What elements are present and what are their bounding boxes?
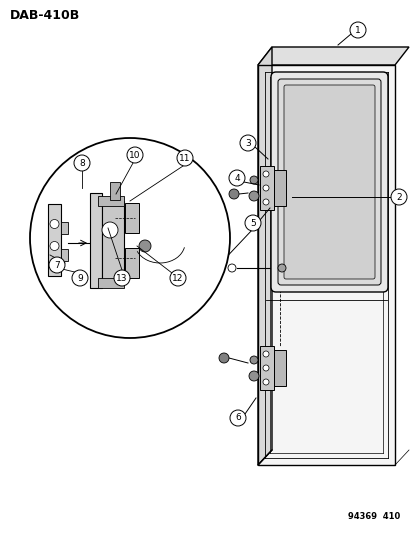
- Circle shape: [139, 240, 151, 252]
- Circle shape: [72, 270, 88, 286]
- Circle shape: [262, 365, 268, 371]
- Polygon shape: [257, 47, 271, 465]
- Polygon shape: [257, 47, 408, 65]
- Bar: [110, 182, 120, 200]
- Circle shape: [349, 22, 365, 38]
- FancyBboxPatch shape: [283, 85, 374, 279]
- Circle shape: [240, 135, 255, 151]
- Bar: [98, 278, 124, 288]
- Bar: [90, 193, 102, 288]
- Circle shape: [262, 199, 268, 205]
- Bar: [259, 166, 273, 210]
- Circle shape: [50, 220, 59, 229]
- Circle shape: [248, 191, 259, 201]
- Circle shape: [277, 264, 285, 272]
- Text: 9: 9: [77, 273, 83, 282]
- Circle shape: [249, 356, 257, 364]
- Circle shape: [50, 262, 59, 271]
- Circle shape: [262, 379, 268, 385]
- Bar: [61, 249, 68, 261]
- Circle shape: [228, 189, 238, 199]
- Bar: [125, 248, 139, 278]
- Circle shape: [228, 264, 235, 272]
- Circle shape: [262, 351, 268, 357]
- Circle shape: [390, 189, 406, 205]
- Circle shape: [177, 150, 192, 166]
- Text: 10: 10: [129, 150, 140, 159]
- Text: 2: 2: [395, 192, 401, 201]
- Text: 11: 11: [179, 154, 190, 163]
- Text: 13: 13: [116, 273, 128, 282]
- Text: 12: 12: [172, 273, 183, 282]
- FancyBboxPatch shape: [277, 79, 380, 285]
- Bar: [125, 203, 139, 233]
- Circle shape: [249, 176, 257, 184]
- Bar: [273, 350, 285, 386]
- Circle shape: [218, 353, 228, 363]
- Text: 94369  410: 94369 410: [347, 512, 399, 521]
- Text: 5: 5: [249, 219, 255, 228]
- Circle shape: [127, 147, 142, 163]
- Circle shape: [244, 215, 260, 231]
- FancyBboxPatch shape: [271, 72, 387, 292]
- Circle shape: [170, 270, 185, 286]
- Text: 6: 6: [235, 414, 240, 423]
- Text: DAB-410B: DAB-410B: [10, 9, 80, 22]
- Circle shape: [230, 410, 245, 426]
- Circle shape: [30, 138, 230, 338]
- FancyBboxPatch shape: [257, 65, 394, 465]
- Text: 4: 4: [234, 174, 239, 182]
- Text: 8: 8: [79, 158, 85, 167]
- Bar: [98, 196, 124, 206]
- Bar: [61, 222, 68, 234]
- Text: 1: 1: [354, 26, 360, 35]
- Circle shape: [262, 171, 268, 177]
- Circle shape: [114, 270, 130, 286]
- Bar: [48, 204, 61, 276]
- Bar: [273, 170, 285, 206]
- Circle shape: [228, 170, 244, 186]
- Text: 7: 7: [54, 261, 60, 270]
- Circle shape: [49, 257, 65, 273]
- Circle shape: [248, 371, 259, 381]
- Circle shape: [262, 185, 268, 191]
- Bar: [102, 201, 124, 283]
- Bar: [259, 346, 273, 390]
- Circle shape: [50, 241, 59, 251]
- Text: 3: 3: [244, 139, 250, 148]
- Circle shape: [102, 222, 118, 238]
- Circle shape: [74, 155, 90, 171]
